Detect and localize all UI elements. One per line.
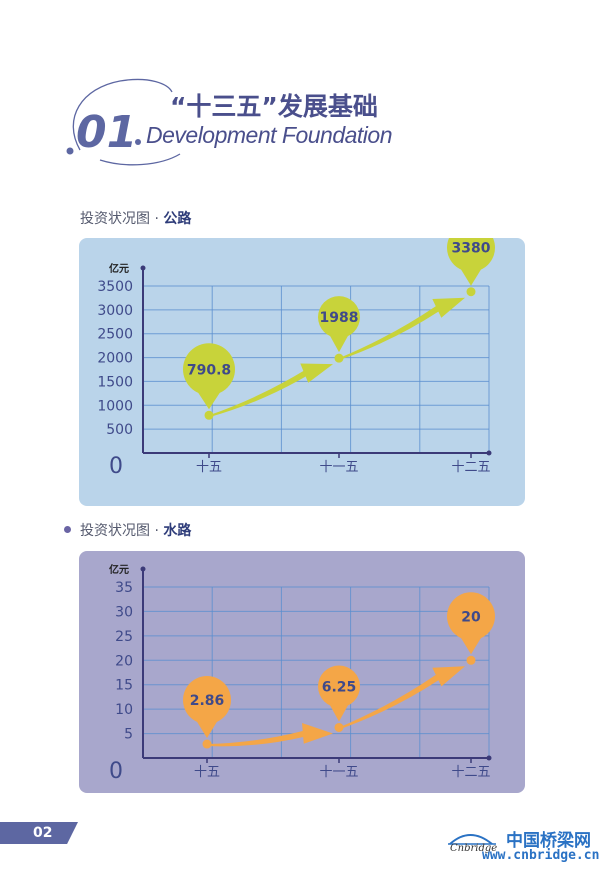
water-chart-label: 投资状况图 · 水路 — [80, 523, 192, 539]
y-tick-label: 30 — [115, 604, 133, 620]
road-chart-panel: 亿元 500 1000 1500 2000 2500 3000 3500 0 十五 十一五 十二五 79… — [79, 238, 525, 506]
y-tick-label: 1500 — [97, 374, 133, 390]
y-tick-label: 2000 — [97, 351, 133, 367]
x-axis-end — [486, 755, 492, 761]
data-point — [466, 655, 476, 665]
title-english: Development Foundation — [146, 122, 392, 148]
watermark-url: www.cnbridge.cn — [482, 848, 600, 863]
header-dot — [66, 147, 74, 155]
x-tick-label: 十五 — [194, 765, 220, 780]
trend-arrow — [339, 297, 465, 361]
decorative-arc — [72, 78, 173, 151]
y-axis-end — [140, 265, 146, 271]
y-tick-label: 10 — [115, 702, 133, 718]
x-tick-label: 十五 — [196, 460, 222, 475]
water-chart: 亿元 5 10 15 20 25 30 35 0 十五 十一五 十二五 2.86 6.25 20 — [109, 563, 495, 784]
watermark: Cnbridge 中国桥梁网 www.cnbridge.cn — [448, 826, 600, 869]
data-label: 3380 — [452, 241, 491, 257]
title-chinese: “十三五”发展基础 — [170, 92, 378, 121]
y-tick-label: 35 — [115, 580, 133, 596]
bubble-pin — [460, 636, 482, 655]
data-label: 1988 — [320, 310, 359, 326]
section-number: 01 — [76, 107, 137, 158]
bubble-pin — [197, 391, 221, 410]
x-tick-label: 十一五 — [319, 765, 358, 780]
data-point — [334, 353, 344, 363]
data-label: 790.8 — [187, 362, 231, 378]
x-axis-end — [486, 450, 492, 456]
watermark-cn: 中国桥梁网 — [506, 831, 591, 851]
x-tick-label: 十二五 — [451, 460, 490, 475]
bubble-pin — [196, 720, 218, 739]
y-tick-label: 5 — [124, 727, 133, 743]
data-label: 2.86 — [190, 693, 225, 709]
trend-arrow — [339, 666, 465, 730]
road-chart-label: 投资状况图 · 公路 — [80, 211, 192, 227]
trend-arrow — [207, 723, 333, 747]
bubble-pin — [460, 268, 482, 286]
data-point — [204, 410, 214, 420]
value-bubble — [447, 238, 495, 272]
page-header: 01 “十三五”发展基础 Development Foundation — [66, 78, 393, 166]
value-bubble — [318, 665, 360, 708]
x-tick-label: 十二五 — [451, 765, 490, 780]
water-chart-panel: 亿元 5 10 15 20 25 30 35 0 十五 十一五 十二五 2.86 6.25 20 — [79, 551, 525, 793]
y-tick-label: 2500 — [97, 327, 133, 343]
origin-label: 0 — [109, 759, 123, 784]
bullet-icon — [64, 526, 71, 533]
bubble-pin — [329, 334, 349, 353]
y-tick-label: 1000 — [97, 398, 133, 414]
y-tick-label: 15 — [115, 678, 133, 694]
decorative-arc-bottom — [99, 153, 181, 166]
unit-label: 亿元 — [109, 262, 129, 275]
unit-label: 亿元 — [109, 563, 129, 576]
data-point — [202, 739, 212, 749]
value-bubble — [183, 676, 231, 725]
origin-label: 0 — [109, 454, 123, 479]
y-axis-end — [140, 566, 146, 572]
y-tick-label: 3000 — [97, 303, 133, 319]
data-label: 6.25 — [322, 679, 357, 695]
y-tick-label: 500 — [106, 422, 133, 438]
value-bubble — [447, 592, 495, 641]
value-bubble — [183, 343, 235, 396]
page-number: 02 — [0, 822, 78, 844]
y-tick-label: 20 — [115, 653, 133, 669]
x-tick-label: 十一五 — [319, 460, 358, 475]
watermark-en: Cnbridge — [450, 843, 498, 854]
y-tick-label: 3500 — [97, 279, 133, 295]
data-point — [466, 287, 476, 297]
bridge-logo-icon — [448, 834, 496, 845]
header-dot-2 — [135, 139, 141, 145]
y-tick-label: 25 — [115, 629, 133, 645]
bubble-pin — [329, 704, 349, 722]
data-label: 20 — [461, 609, 481, 625]
trend-arrow — [209, 363, 333, 418]
road-chart: 亿元 500 1000 1500 2000 2500 3000 3500 0 十五 十一五 十二五 79… — [97, 238, 495, 479]
data-point — [334, 722, 344, 732]
value-bubble — [318, 296, 360, 339]
